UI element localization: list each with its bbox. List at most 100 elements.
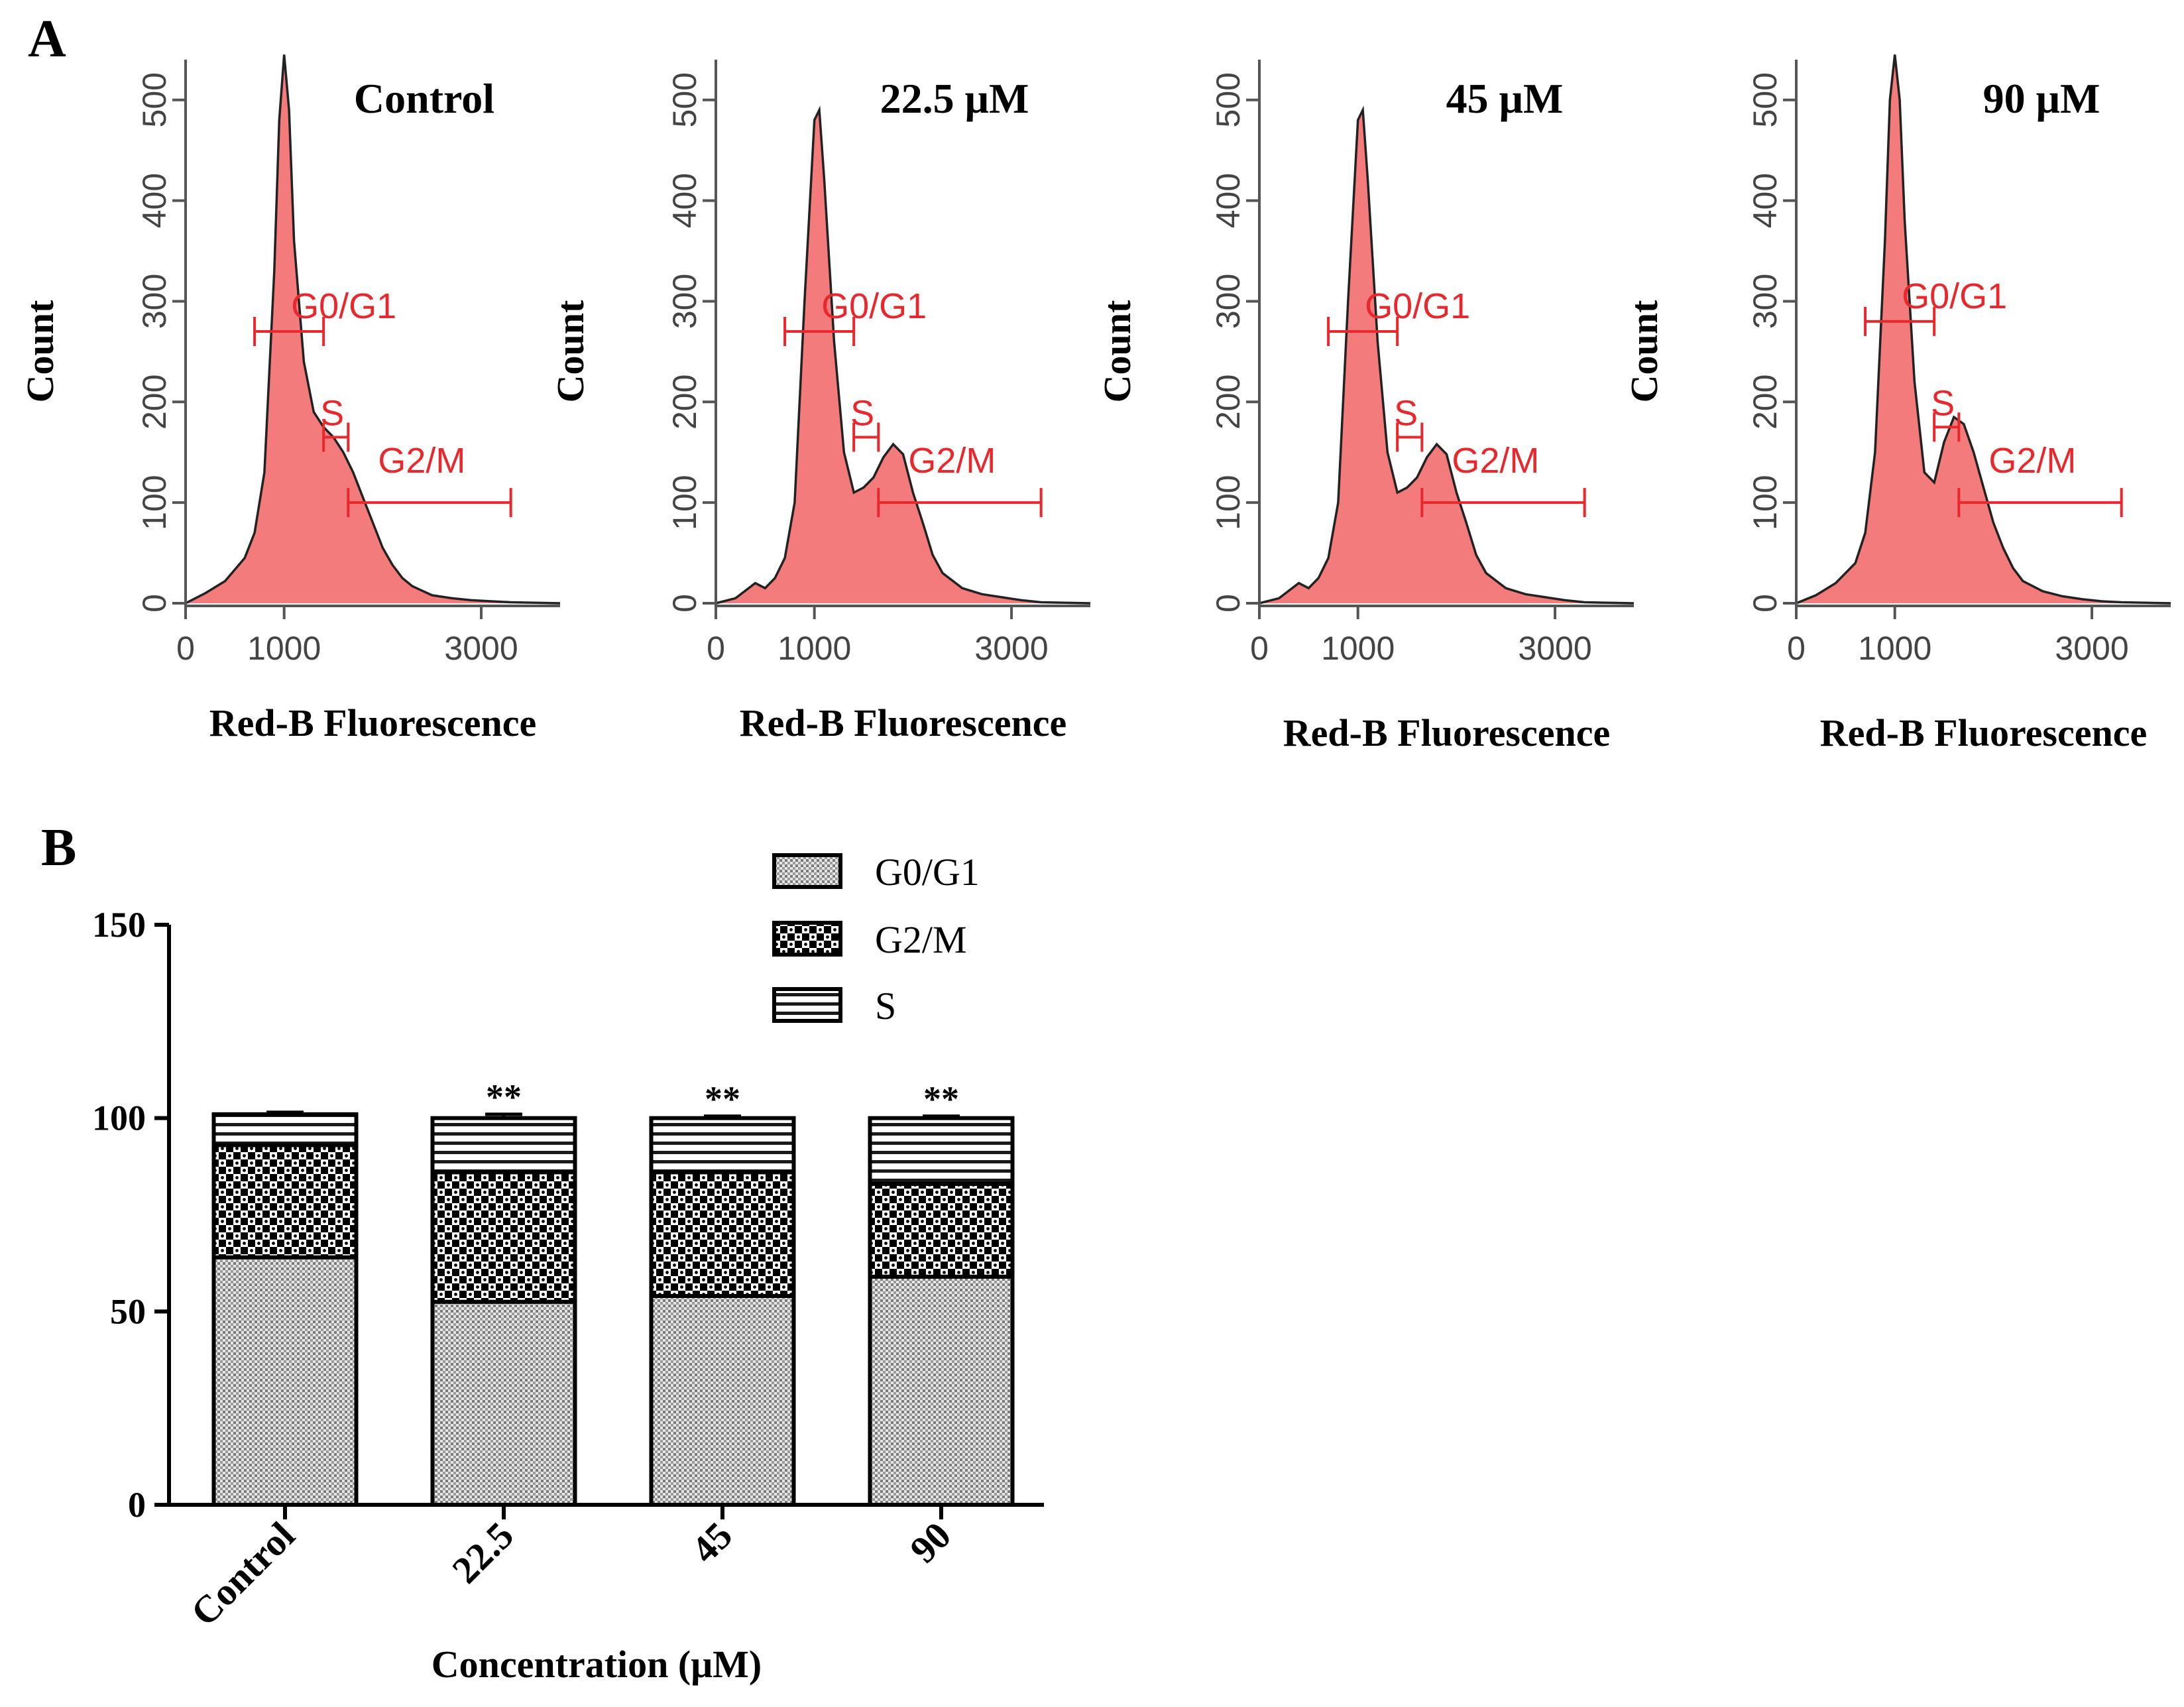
x-axis-title: Red-B Fluorescence [209, 701, 536, 744]
legend-label: S [875, 984, 896, 1028]
y-tick-label: 500 [1210, 72, 1247, 127]
histogram-area [716, 109, 1090, 603]
bar-stack-3: ** 90 [868, 1079, 1015, 1571]
y-axis-title: Count [19, 300, 62, 402]
histogram-1: 0 100 200 300 400 500 0 1000 3000 G0/G1 S G2/M 22.5 … [549, 60, 1091, 744]
y-tick-label: 0 [1747, 594, 1784, 613]
gate-label: G0/G1 [821, 286, 927, 326]
y-tick-label: 300 [136, 274, 173, 329]
histogram-line [715, 105, 1091, 605]
significance-marker: ** [486, 1077, 522, 1117]
y-tick-label: 0 [1210, 594, 1247, 613]
histogram-line [185, 54, 561, 605]
y-tick-label: 300 [1747, 274, 1784, 329]
bar-s [430, 1116, 577, 1175]
gate-label: G2/M [378, 441, 465, 481]
y-tick-label: 100 [92, 1098, 146, 1138]
gate-label: G0/G1 [1902, 276, 2007, 316]
y-tick-label: 150 [92, 905, 146, 945]
y-tick-label: 400 [136, 173, 173, 228]
bar-g2m [649, 1170, 796, 1299]
bar-stack-0: Control [182, 1110, 359, 1634]
histogram-3: 0 100 200 300 400 500 0 1000 3000 G0/G1 S G2/M 90 μM… [1623, 54, 2171, 754]
x-tick-label: 1000 [1858, 630, 1931, 667]
y-axis-title: Count [549, 300, 592, 402]
legend: G0/G1 G2/M S [772, 851, 980, 1028]
y-tick-label: 300 [1210, 274, 1247, 329]
gate-label: G2/M [908, 441, 996, 481]
x-tick-label: 0 [1250, 630, 1269, 667]
category-label: Control [182, 1513, 303, 1634]
bar-g2m [211, 1143, 359, 1260]
significance-marker: ** [705, 1079, 740, 1119]
histogram-line [1796, 54, 2171, 605]
y-tick-label: 0 [128, 1485, 146, 1525]
gate-label: G2/M [1988, 441, 2076, 481]
category-label: 22.5 [443, 1513, 522, 1592]
y-tick-label: 200 [1747, 375, 1784, 430]
y-tick-label: 400 [1747, 173, 1784, 228]
y-tick-label: 100 [136, 475, 173, 530]
x-axis-title: Red-B Fluorescence [740, 701, 1066, 744]
gate-label: S [1931, 383, 1955, 423]
y-tick-label: 0 [136, 594, 173, 613]
y-axis-title: Count [1096, 300, 1139, 402]
y-tick-label: 400 [1210, 173, 1247, 228]
histogram-area [1796, 54, 2171, 603]
histogram-line [1259, 105, 1635, 605]
panel-b-label: B [41, 819, 76, 877]
x-tick-label: 1000 [1321, 630, 1395, 667]
histogram-area [1259, 109, 1634, 603]
y-tick-label: 0 [666, 594, 703, 613]
y-tick-label: 500 [136, 72, 173, 127]
histogram-title: 90 μM [1983, 75, 2100, 122]
bar-g0g1 [211, 1255, 359, 1507]
significance-marker: ** [923, 1079, 959, 1119]
y-tick-label: 200 [1210, 375, 1247, 430]
bar-stack-1: ** 22.5 [430, 1077, 577, 1592]
gate-label: S [850, 393, 874, 433]
bar-g2m [430, 1170, 577, 1304]
bar-g2m [868, 1181, 1015, 1279]
x-tick-label: 0 [176, 630, 195, 667]
x-axis-title: Concentration (μM) [431, 1643, 762, 1686]
legend-label: G2/M [875, 918, 967, 961]
histogram-title: Control [354, 75, 494, 122]
histogram-0: 0 100 200 300 400 500 0 1000 3000 G0/G1 S G2/M Contr… [19, 54, 561, 744]
y-tick-label: 100 [1747, 475, 1784, 530]
x-axis-title: Red-B Fluorescence [1283, 711, 1610, 754]
y-tick-label: 300 [666, 274, 703, 329]
y-tick-label: 200 [666, 375, 703, 430]
y-tick-label: 100 [666, 475, 703, 530]
gate-label: G2/M [1452, 441, 1539, 481]
bar-g0g1 [430, 1299, 577, 1507]
gate-label: G0/G1 [291, 286, 396, 326]
bar-s [211, 1112, 359, 1148]
stacked-bar-chart: 0 50 100 150 Control ** 22.5 ** 45 ** 90 Concentrat… [92, 851, 1044, 1686]
histogram-2: 0 100 200 300 400 500 0 1000 3000 G0/G1 S G2/M 45 μM… [1096, 60, 1635, 754]
legend-swatch [772, 853, 842, 889]
x-tick-label: 3000 [974, 630, 1048, 667]
y-tick-label: 100 [1210, 475, 1247, 530]
y-tick-label: 50 [110, 1291, 146, 1331]
y-tick-label: 400 [666, 173, 703, 228]
histogram-title: 45 μM [1446, 75, 1564, 122]
bar-g0g1 [649, 1294, 796, 1507]
y-tick-label: 500 [1747, 72, 1784, 127]
gate-label: S [320, 393, 344, 433]
x-tick-label: 0 [1787, 630, 1806, 667]
y-tick-label: 200 [136, 375, 173, 430]
bar-stack-2: ** 45 [649, 1079, 796, 1571]
y-axis-title: Count [1623, 300, 1666, 402]
bar-s [868, 1116, 1015, 1186]
x-tick-label: 3000 [2055, 630, 2128, 667]
bar-g0g1 [868, 1274, 1015, 1507]
legend-swatch [772, 921, 842, 957]
y-tick-label: 500 [666, 72, 703, 127]
x-tick-label: 0 [707, 630, 725, 667]
x-tick-label: 1000 [247, 630, 321, 667]
legend-swatch [772, 987, 842, 1023]
gate-label: S [1394, 393, 1418, 433]
